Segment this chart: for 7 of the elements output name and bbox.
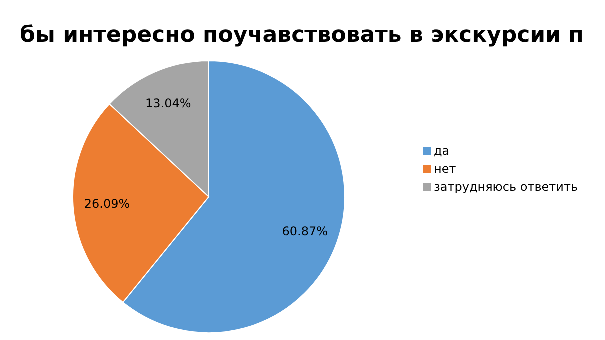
legend-label: да (434, 144, 450, 158)
data-label: 13.04% (145, 96, 192, 111)
legend-label: нет (434, 162, 456, 176)
chart-title: бы интересно поучавствовать в экскурсии п (20, 23, 584, 48)
data-label: 60.87% (282, 224, 328, 238)
data-label: 26.09% (84, 197, 130, 212)
legend-label: затрудняюсь ответить (434, 180, 578, 194)
